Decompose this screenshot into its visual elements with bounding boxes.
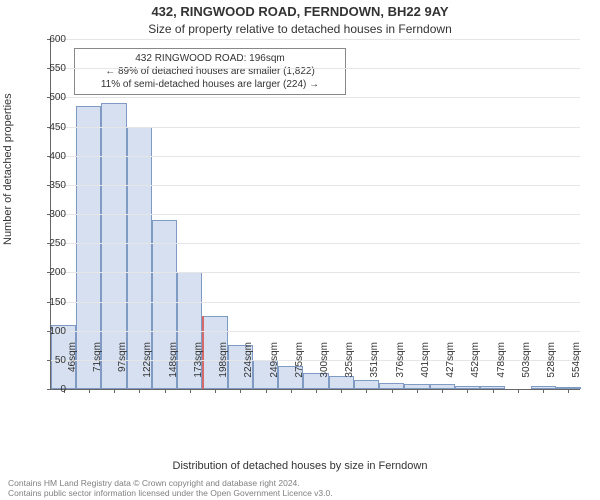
xtick-mark bbox=[291, 389, 292, 393]
xtick-label: 478sqm bbox=[496, 342, 507, 392]
xtick-mark bbox=[467, 389, 468, 393]
ytick-label: 150 bbox=[36, 298, 66, 308]
plot-area: 432 RINGWOOD ROAD: 196sqm ← 89% of detac… bbox=[50, 40, 580, 390]
xtick-label: 376sqm bbox=[395, 342, 406, 392]
ytick-label: 300 bbox=[36, 210, 66, 220]
ytick-label: 450 bbox=[36, 123, 66, 133]
chart-container: 432, RINGWOOD ROAD, FERNDOWN, BH22 9AY S… bbox=[0, 0, 600, 500]
ytick-label: 100 bbox=[36, 327, 66, 337]
x-axis-label: Distribution of detached houses by size … bbox=[0, 460, 600, 472]
xtick-mark bbox=[165, 389, 166, 393]
annotation-box: 432 RINGWOOD ROAD: 196sqm ← 89% of detac… bbox=[74, 48, 346, 95]
xtick-mark bbox=[266, 389, 267, 393]
xtick-label: 503sqm bbox=[521, 342, 532, 392]
xtick-label: 97sqm bbox=[117, 342, 128, 392]
xtick-label: 224sqm bbox=[243, 342, 254, 392]
xtick-mark bbox=[392, 389, 393, 393]
footer-line-2: Contains public sector information licen… bbox=[8, 488, 333, 498]
xtick-label: 173sqm bbox=[193, 342, 204, 392]
ytick-label: 500 bbox=[36, 93, 66, 103]
xtick-mark bbox=[139, 389, 140, 393]
grid-line bbox=[51, 272, 580, 273]
grid-line bbox=[51, 302, 580, 303]
xtick-mark bbox=[341, 389, 342, 393]
xtick-mark bbox=[89, 389, 90, 393]
footer-line-1: Contains HM Land Registry data © Crown c… bbox=[8, 478, 333, 488]
xtick-mark bbox=[417, 389, 418, 393]
grid-line bbox=[51, 331, 580, 332]
xtick-label: 148sqm bbox=[168, 342, 179, 392]
xtick-mark bbox=[493, 389, 494, 393]
ytick-label: 350 bbox=[36, 181, 66, 191]
grid-line bbox=[51, 185, 580, 186]
xtick-label: 46sqm bbox=[67, 342, 78, 392]
xtick-label: 249sqm bbox=[269, 342, 280, 392]
xtick-label: 452sqm bbox=[470, 342, 481, 392]
xtick-mark bbox=[190, 389, 191, 393]
annotation-line-2: ← 89% of detached houses are smaller (1,… bbox=[81, 65, 339, 78]
xtick-mark bbox=[215, 389, 216, 393]
grid-line bbox=[51, 243, 580, 244]
ytick-label: 550 bbox=[36, 64, 66, 74]
xtick-label: 122sqm bbox=[142, 342, 153, 392]
xtick-label: 71sqm bbox=[92, 342, 103, 392]
ytick-label: 200 bbox=[36, 268, 66, 278]
xtick-label: 351sqm bbox=[369, 342, 380, 392]
xtick-label: 427sqm bbox=[445, 342, 456, 392]
grid-line bbox=[51, 39, 580, 40]
chart-subtitle: Size of property relative to detached ho… bbox=[0, 22, 600, 36]
xtick-mark bbox=[543, 389, 544, 393]
xtick-label: 198sqm bbox=[218, 342, 229, 392]
grid-line bbox=[51, 97, 580, 98]
xtick-mark bbox=[316, 389, 317, 393]
xtick-mark bbox=[442, 389, 443, 393]
grid-line bbox=[51, 127, 580, 128]
annotation-line-1: 432 RINGWOOD ROAD: 196sqm bbox=[81, 52, 339, 65]
xtick-label: 275sqm bbox=[294, 342, 305, 392]
ytick-label: 0 bbox=[36, 385, 66, 395]
grid-line bbox=[51, 156, 580, 157]
attribution-footer: Contains HM Land Registry data © Crown c… bbox=[8, 478, 333, 498]
xtick-label: 401sqm bbox=[420, 342, 431, 392]
ytick-label: 250 bbox=[36, 239, 66, 249]
grid-line bbox=[51, 68, 580, 69]
xtick-mark bbox=[240, 389, 241, 393]
xtick-mark bbox=[568, 389, 569, 393]
xtick-mark bbox=[518, 389, 519, 393]
ytick-label: 50 bbox=[36, 356, 66, 366]
y-axis-label: Number of detached properties bbox=[2, 93, 14, 245]
xtick-label: 554sqm bbox=[571, 342, 582, 392]
xtick-label: 528sqm bbox=[546, 342, 557, 392]
ytick-label: 600 bbox=[36, 35, 66, 45]
annotation-line-3: 11% of semi-detached houses are larger (… bbox=[81, 78, 339, 91]
xtick-label: 325sqm bbox=[344, 342, 355, 392]
ytick-label: 400 bbox=[36, 152, 66, 162]
xtick-label: 300sqm bbox=[319, 342, 330, 392]
chart-title: 432, RINGWOOD ROAD, FERNDOWN, BH22 9AY bbox=[0, 4, 600, 19]
grid-line bbox=[51, 214, 580, 215]
xtick-mark bbox=[366, 389, 367, 393]
xtick-mark bbox=[114, 389, 115, 393]
